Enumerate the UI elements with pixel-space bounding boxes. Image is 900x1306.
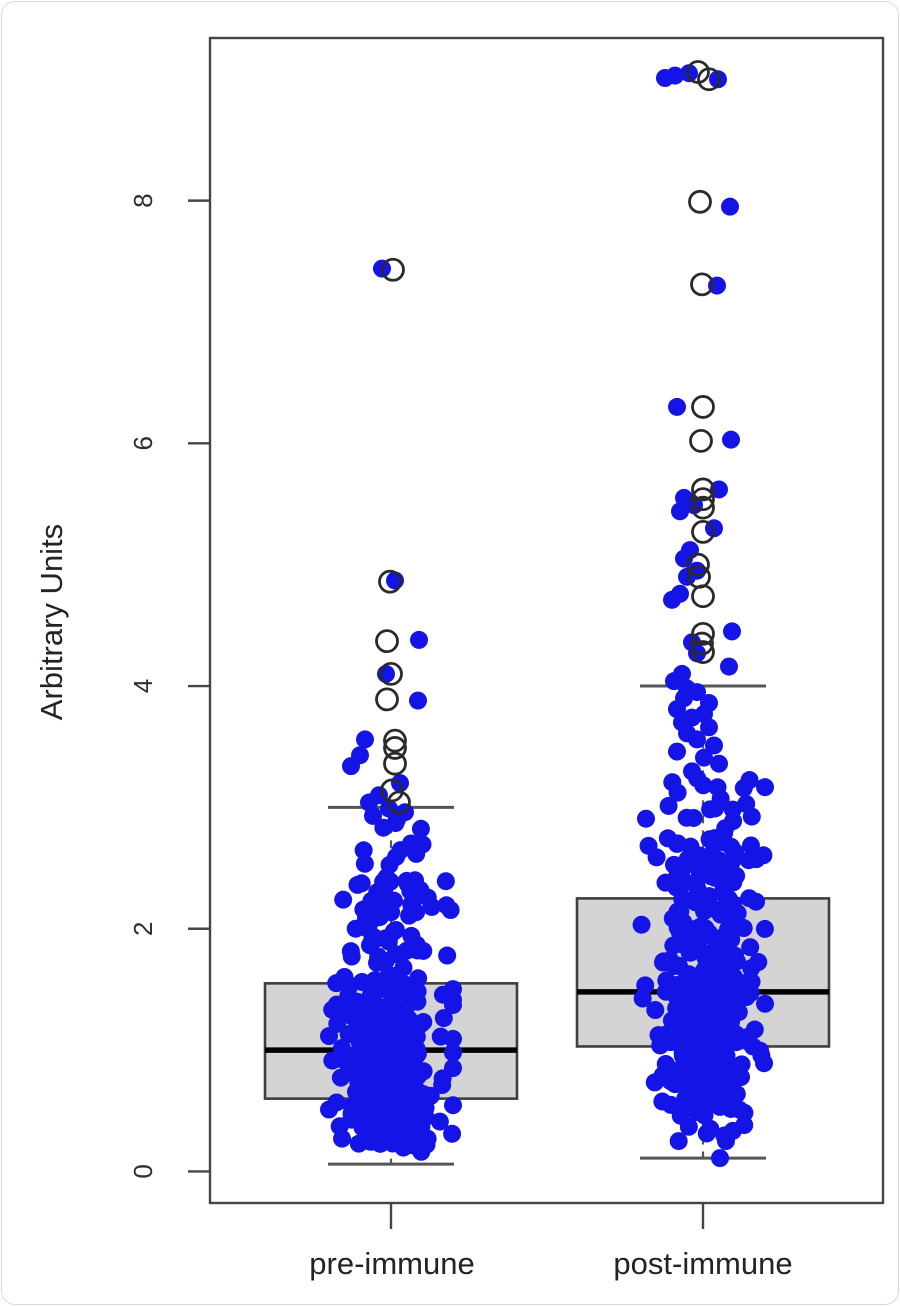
jitter-points-post-immune xyxy=(632,64,774,1168)
outlier-circles-post-immune xyxy=(686,60,721,664)
y-tick-label: 8 xyxy=(128,193,158,207)
y-axis: 0 2 4 6 8 xyxy=(128,193,210,1179)
y-tick-label: 2 xyxy=(128,922,158,936)
x-category-label-post-immune: post-immune xyxy=(613,1246,793,1281)
plot-frame xyxy=(208,36,885,1205)
x-axis xyxy=(389,1203,705,1229)
y-tick-label: 6 xyxy=(128,436,158,450)
x-category-label-pre-immune: pre-immune xyxy=(309,1246,475,1281)
y-tick-label: 0 xyxy=(128,1164,158,1178)
jitter-points-pre-immune xyxy=(320,259,462,1161)
y-axis-title: Arbitrary Units xyxy=(34,523,69,721)
outlier-circles-pre-immune xyxy=(375,257,411,815)
y-tick-label: 4 xyxy=(128,679,158,693)
